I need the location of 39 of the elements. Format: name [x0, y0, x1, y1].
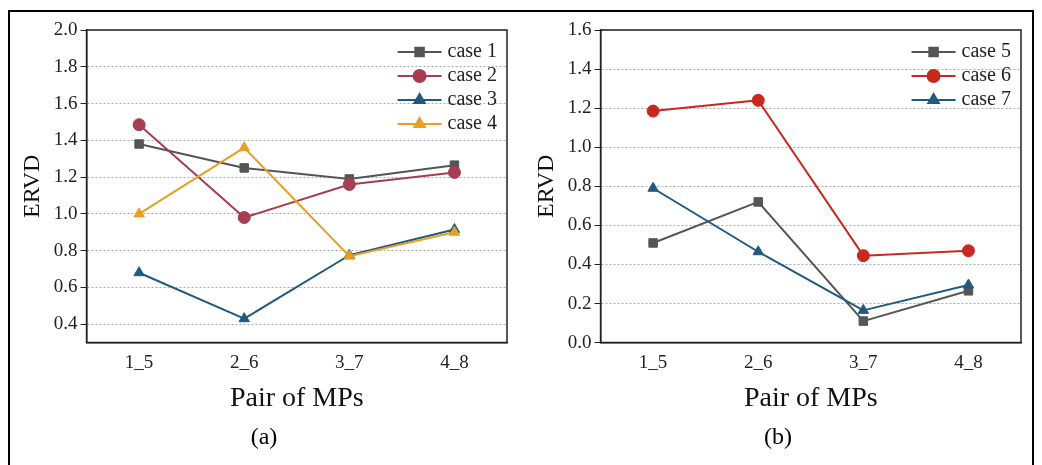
legend-label: case 1 — [447, 39, 498, 62]
y-tick-label: 0.4 — [53, 312, 79, 334]
y-tick-label: 1.4 — [567, 57, 593, 79]
y-tick-label: 1.4 — [53, 128, 79, 150]
x-tick-label: 3_7 — [849, 350, 878, 372]
x-tick-label: 3_7 — [335, 350, 364, 372]
y-tick-label: 0.4 — [567, 252, 593, 274]
x-axis-title: Pair of MPs — [229, 380, 364, 412]
x-axis-title: Pair of MPs — [743, 380, 878, 412]
y-axis-title: ERVD — [17, 154, 44, 219]
text: (b) — [763, 422, 793, 450]
y-tick-label: 1.2 — [53, 165, 78, 187]
y-tick-label: 1.2 — [567, 96, 592, 118]
y-tick-label: 0.0 — [567, 330, 592, 352]
x-tick-label: 1_5 — [638, 350, 668, 372]
y-tick-label: 1.6 — [53, 91, 78, 113]
x-tick-label: 2_6 — [743, 350, 773, 372]
text: (a) — [249, 422, 279, 450]
y-tick-label: 1.0 — [567, 135, 592, 157]
y-tick-label: 0.8 — [53, 238, 78, 260]
y-tick-label: 0.6 — [53, 275, 78, 297]
x-tick-label: 2_6 — [229, 350, 259, 372]
legend-label: case 3 — [447, 87, 498, 110]
y-tick-label: 1.6 — [567, 17, 592, 39]
y-tick-label: 2.0 — [53, 17, 78, 39]
y-tick-label: 1.8 — [53, 54, 78, 76]
x-tick-label: 1_5 — [124, 350, 154, 372]
legend-label: case 2 — [447, 63, 498, 86]
x-tick-label: 4_8 — [440, 350, 469, 372]
legend-label: case 5 — [961, 39, 1012, 62]
y-axis-title: ERVD — [531, 154, 558, 219]
legend-label: case 4 — [447, 111, 498, 134]
x-tick-label: 4_8 — [954, 350, 983, 372]
y-tick-label: 0.8 — [567, 174, 592, 196]
legend-label: case 7 — [961, 87, 1012, 110]
legend-label: case 6 — [961, 63, 1012, 86]
y-tick-label: 0.6 — [567, 213, 592, 235]
y-tick-label: 1.0 — [53, 201, 78, 223]
y-tick-label: 0.2 — [567, 291, 592, 313]
